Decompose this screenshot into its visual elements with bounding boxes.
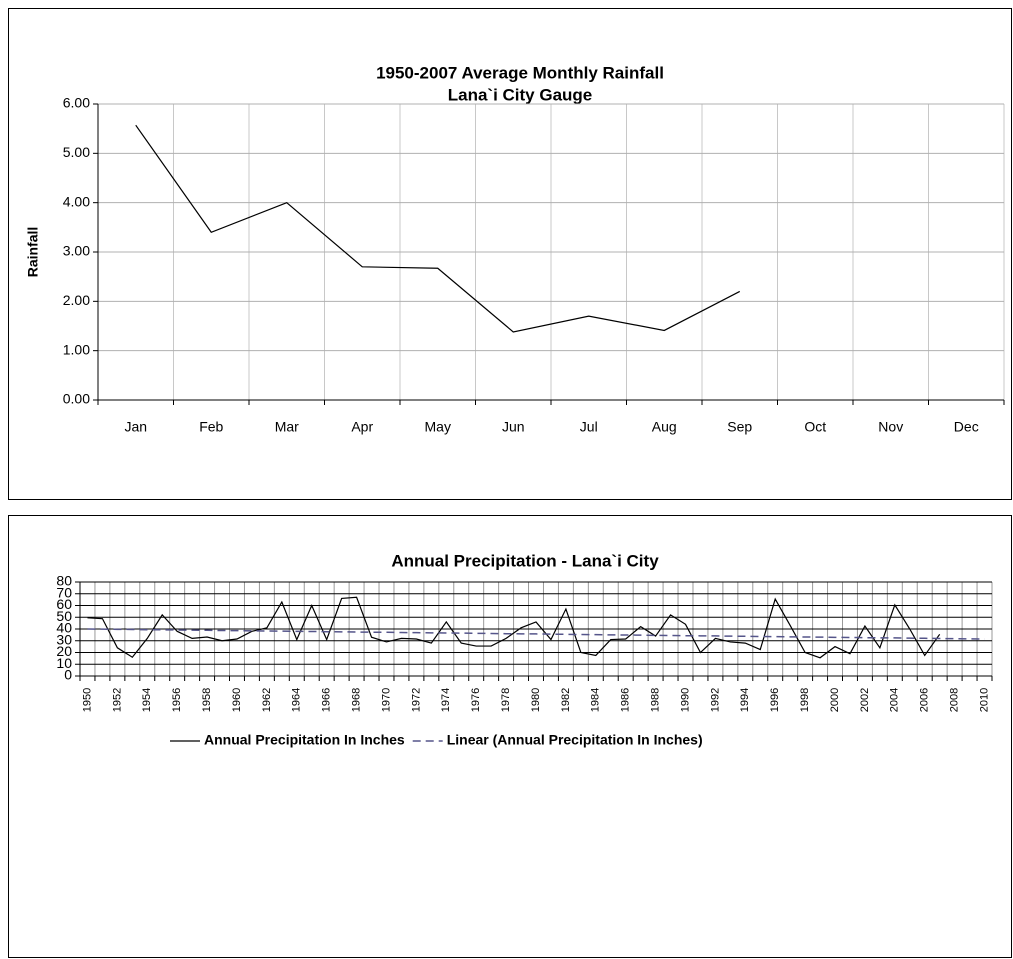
chart-title: Annual Precipitation - Lana`i City [391,551,659,570]
x-tick-label: 1960 [231,688,243,712]
x-tick-label: Dec [954,419,979,435]
data-line [87,628,985,640]
x-tick-label: 2010 [978,688,990,712]
chart-subtitle: Lana`i City Gauge [448,85,593,104]
x-tick-label: Oct [804,419,826,435]
legend-label: Annual Precipitation In Inches [204,732,405,748]
x-tick-label: 1972 [410,688,422,712]
chart-frame [8,515,1012,958]
x-tick-label: Jun [502,419,525,435]
y-tick-label: 4.00 [63,193,90,209]
x-tick-label: May [425,419,451,435]
x-tick-label: 1996 [769,688,781,712]
x-tick-label: 1974 [440,688,452,712]
x-tick-label: 1976 [470,688,482,712]
legend-label: Linear (Annual Precipitation In Inches) [447,732,703,748]
x-tick-label: 1956 [171,688,183,712]
x-tick-label: 1990 [679,688,691,712]
data-line [135,124,741,333]
y-tick-label: 2.00 [63,292,90,308]
y-tick-label: 60 [56,596,72,612]
y-axis-label: Rainfall [25,227,41,278]
x-tick-label: Mar [275,419,299,435]
x-tick-label: 2006 [919,688,931,712]
x-tick-label: 1992 [709,688,721,712]
y-tick-label: 40 [56,620,72,636]
x-tick-label: 1964 [291,688,303,712]
x-tick-label: 2000 [829,688,841,712]
data-line [87,596,941,659]
x-tick-label: 1950 [81,688,93,712]
x-tick-label: 2002 [859,688,871,712]
x-tick-label: 1978 [500,688,512,712]
x-tick-label: 1962 [261,688,273,712]
y-tick-label: 6.00 [63,95,90,111]
x-tick-label: Jul [580,419,598,435]
y-tick-label: 80 [56,573,72,589]
y-tick-label: 50 [56,608,72,624]
chart-title: 1950-2007 Average Monthly Rainfall [376,63,664,82]
x-tick-label: 1952 [111,688,123,712]
x-tick-label: 1970 [380,688,392,712]
x-tick-label: 1958 [201,688,213,712]
x-tick-label: 1982 [560,688,572,712]
y-tick-label: 0 [64,667,72,683]
x-tick-label: Apr [351,419,373,435]
y-tick-label: 5.00 [63,144,90,160]
y-tick-label: 1.00 [63,341,90,357]
x-tick-label: Jan [124,419,147,435]
x-tick-label: 1994 [739,688,751,712]
x-tick-label: 1986 [620,688,632,712]
x-tick-label: Sep [727,419,752,435]
x-tick-label: 2008 [949,688,961,712]
y-tick-label: 10 [56,655,72,671]
y-tick-label: 3.00 [63,243,90,259]
x-tick-label: Nov [878,419,903,435]
y-tick-label: 20 [56,643,72,659]
x-tick-label: 1998 [799,688,811,712]
x-tick-label: 1966 [321,688,333,712]
x-tick-label: 1954 [141,688,153,712]
chart-frame [8,8,1012,500]
x-tick-label: Feb [199,419,223,435]
x-tick-label: 1984 [590,688,602,712]
x-tick-label: 1968 [350,688,362,712]
x-tick-label: Aug [652,419,677,435]
x-tick-label: 1988 [650,688,662,712]
y-tick-label: 70 [56,584,72,600]
y-tick-label: 0.00 [63,391,90,407]
x-tick-label: 1980 [530,688,542,712]
x-tick-label: 2004 [889,688,901,712]
y-tick-label: 30 [56,631,72,647]
